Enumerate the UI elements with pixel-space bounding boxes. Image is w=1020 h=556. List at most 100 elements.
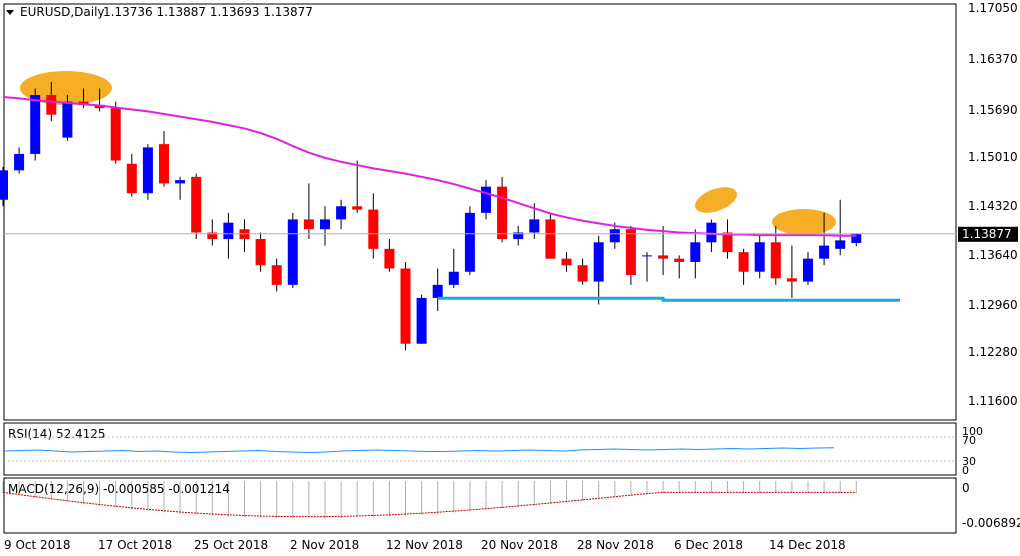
price-tick: 1.13640 <box>968 248 1018 262</box>
candle-bullish <box>175 180 186 184</box>
candle-bearish <box>545 219 556 259</box>
candle-bullish <box>851 233 862 243</box>
candle-bullish <box>593 242 604 282</box>
candle-bullish <box>835 240 846 249</box>
candle-bullish <box>642 255 652 257</box>
rsi-line <box>3 447 835 454</box>
ohlc-values: 1.13736 1.13887 1.13693 1.13877 <box>103 5 313 19</box>
macd-signal-line <box>2 491 857 518</box>
macd-label: MACD(12,26,9) -0.000585 -0.001214 <box>8 482 230 496</box>
candle-bullish <box>513 232 524 240</box>
candle-bullish <box>448 271 459 285</box>
highlight-ellipse <box>20 71 112 105</box>
candle-bearish <box>770 242 781 279</box>
price-tick: 1.11600 <box>968 394 1018 408</box>
date-label: 2 Nov 2018 <box>290 538 359 552</box>
date-label: 9 Oct 2018 <box>4 538 71 552</box>
price-tick: 1.15690 <box>968 103 1018 117</box>
price-tick: 1.12960 <box>968 298 1018 312</box>
candle-bearish <box>625 229 636 276</box>
rsi-tick: 0 <box>962 464 969 477</box>
candle-bullish <box>62 101 73 138</box>
current-price-label: 1.13877 <box>962 227 1012 241</box>
rsi-label: RSI(14) 52.4125 <box>8 427 106 441</box>
highlight-ellipse <box>694 187 738 213</box>
candle-bearish <box>207 232 218 240</box>
price-axis: 1.17050 1.16370 1.15690 1.15010 1.14320 … <box>968 1 1018 408</box>
price-tick: 1.15010 <box>968 150 1018 164</box>
candle-bullish <box>609 229 620 243</box>
candle-bearish <box>561 258 572 266</box>
macd-histogram <box>2 481 857 519</box>
rsi-tick: 100 <box>962 425 983 438</box>
candle-bullish <box>432 284 443 298</box>
current-price-box <box>958 226 1018 242</box>
candle-bullish <box>690 242 701 262</box>
candle-bearish <box>352 206 363 210</box>
candle-bearish <box>786 278 797 282</box>
candle-bearish <box>658 255 669 259</box>
candle-bullish <box>30 95 41 154</box>
date-axis: 9 Oct 2018 17 Oct 2018 25 Oct 2018 2 Nov… <box>4 538 846 552</box>
candle-bearish <box>400 268 411 344</box>
candle-bearish <box>303 219 314 230</box>
candles-layer <box>0 81 862 351</box>
candle-bullish <box>416 297 427 344</box>
candle-bullish <box>0 170 8 200</box>
date-label: 17 Oct 2018 <box>98 538 172 552</box>
rsi-panel-frame <box>3 422 957 476</box>
date-label: 25 Oct 2018 <box>194 538 268 552</box>
macd-tick: -0.006892 <box>962 516 1020 530</box>
rsi-tick: 30 <box>962 455 976 468</box>
candle-bullish <box>14 153 25 171</box>
candle-bearish <box>126 163 137 194</box>
candle-bearish <box>255 239 266 266</box>
candle-bullish <box>819 245 830 259</box>
date-label: 14 Dec 2018 <box>769 538 846 552</box>
price-tick: 1.17050 <box>968 1 1018 15</box>
dropdown-triangle-icon[interactable] <box>6 10 14 15</box>
price-tick: 1.12280 <box>968 345 1018 359</box>
date-label: 6 Dec 2018 <box>674 538 743 552</box>
price-tick: 1.14320 <box>968 199 1018 213</box>
candle-bullish <box>223 222 234 240</box>
candle-bearish <box>384 248 395 269</box>
candle-bullish <box>320 219 330 230</box>
candle-bearish <box>191 176 202 233</box>
chart-header: EURUSD,Daily 1.13736 1.13887 1.13693 1.1… <box>6 5 313 19</box>
candle-bearish <box>368 209 379 249</box>
highlight-ellipse <box>772 209 836 235</box>
candle-bullish <box>287 219 298 285</box>
candle-bearish <box>46 95 57 115</box>
candle-bullish <box>529 219 540 233</box>
macd-panel: MACD(12,26,9) -0.000585 -0.001214 0 -0.0… <box>2 481 1020 530</box>
candle-bearish <box>159 144 169 184</box>
candle-bullish <box>142 147 153 194</box>
candle-bullish <box>336 206 347 220</box>
candle-bullish <box>803 258 813 282</box>
candle-bearish <box>271 265 282 285</box>
highlights <box>20 71 836 235</box>
rsi-tick: 70 <box>962 434 976 447</box>
macd-tick: 0 <box>962 481 970 495</box>
symbol-label: EURUSD,Daily <box>20 5 105 19</box>
candle-bearish <box>577 265 588 282</box>
date-label: 12 Nov 2018 <box>386 538 463 552</box>
candle-bullish <box>706 222 717 243</box>
date-label: 28 Nov 2018 <box>577 538 654 552</box>
candle-bearish <box>497 186 508 240</box>
price-tick: 1.16370 <box>968 52 1018 66</box>
candle-bullish <box>481 186 491 213</box>
candle-bullish <box>464 212 475 272</box>
candle-bearish <box>722 232 733 253</box>
support-line <box>437 296 900 302</box>
candle-bullish <box>754 242 765 272</box>
candle-bearish <box>738 252 749 272</box>
candle-bearish <box>110 108 121 161</box>
rsi-panel: RSI(14) 52.4125 100 70 30 0 <box>3 425 983 477</box>
candle-bearish <box>674 258 685 262</box>
macd-panel-frame <box>3 477 957 534</box>
date-label: 20 Nov 2018 <box>481 538 558 552</box>
